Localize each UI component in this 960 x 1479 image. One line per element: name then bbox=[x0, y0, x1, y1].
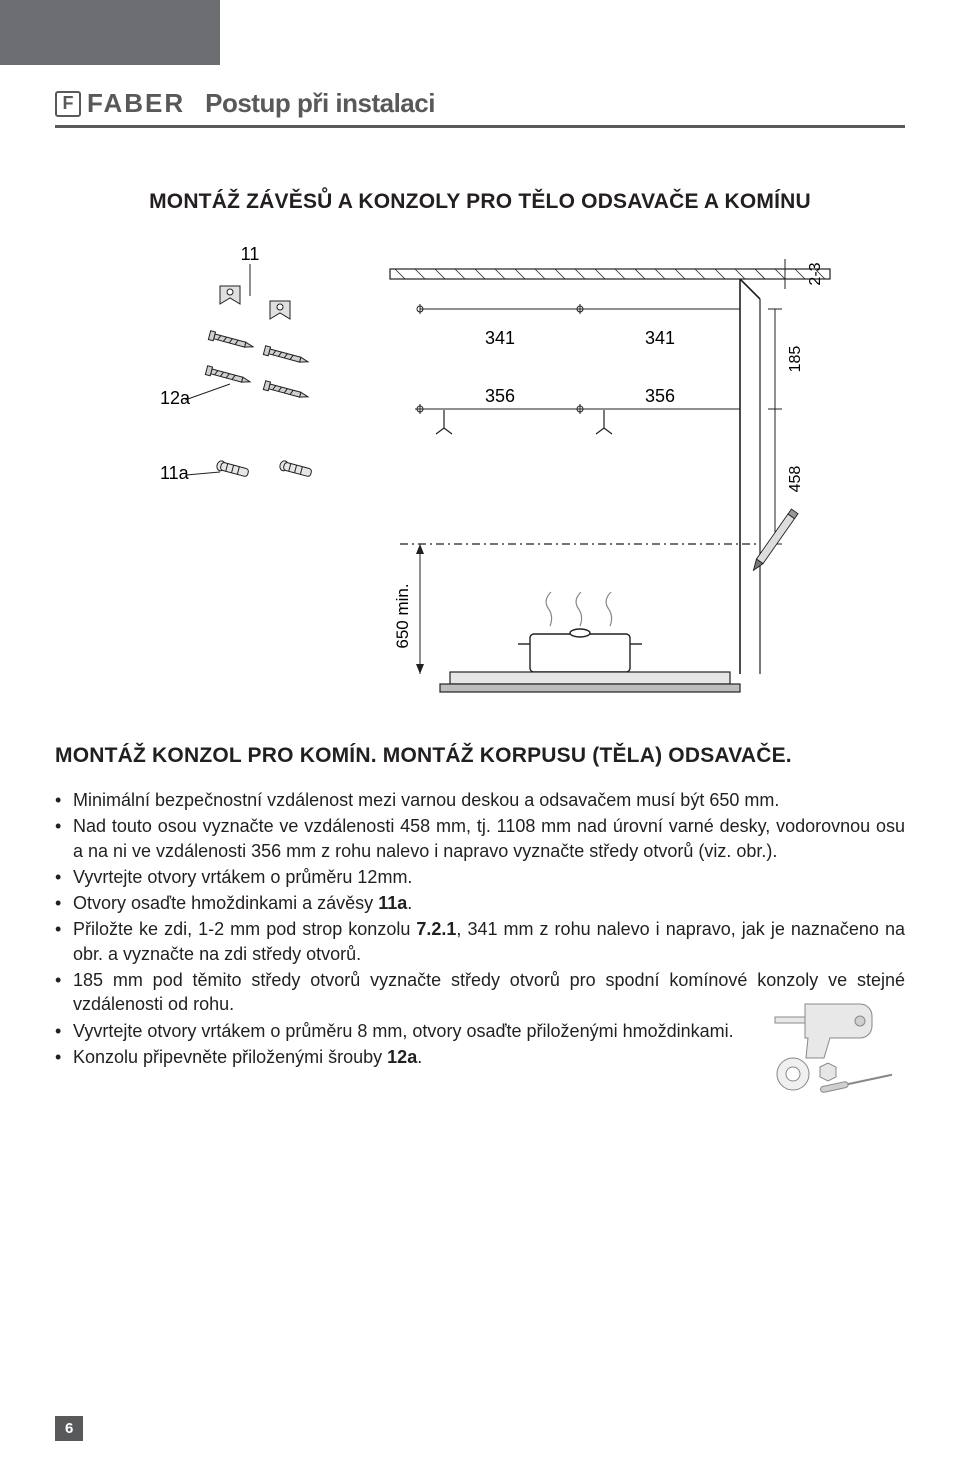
tools-illustration bbox=[765, 989, 905, 1099]
top-accent-band bbox=[0, 0, 220, 65]
svg-text:11: 11 bbox=[241, 244, 260, 264]
page-title: Postup při instalaci bbox=[205, 88, 435, 119]
bullet-block: Minimální bezpečnostní vzdálenost mezi v… bbox=[55, 788, 905, 1069]
svg-text:458: 458 bbox=[787, 466, 804, 493]
list-item: Minimální bezpečnostní vzdálenost mezi v… bbox=[73, 788, 905, 812]
svg-text:356: 356 bbox=[485, 386, 515, 406]
list-item: Vyvrtejte otvory vrtákem o průměru 12mm. bbox=[73, 865, 905, 889]
logo-mark: F bbox=[55, 91, 81, 117]
content-area: MONTÁŽ ZÁVĚSŮ A KONZOLY PRO TĚLO ODSAVAČ… bbox=[55, 160, 905, 1071]
logo-text: FABER bbox=[87, 88, 185, 119]
svg-text:2-3: 2-3 bbox=[807, 262, 824, 285]
svg-text:356: 356 bbox=[645, 386, 675, 406]
svg-text:185: 185 bbox=[787, 346, 804, 373]
svg-text:11a: 11a bbox=[160, 463, 190, 483]
svg-text:341: 341 bbox=[645, 328, 675, 348]
svg-text:12a: 12a bbox=[160, 388, 191, 408]
brand-logo: F FABER bbox=[55, 88, 185, 119]
header: F FABER Postup při instalaci bbox=[55, 88, 905, 128]
page-number: 6 bbox=[55, 1416, 83, 1441]
section1-heading: MONTÁŽ ZÁVĚSŮ A KONZOLY PRO TĚLO ODSAVAČ… bbox=[55, 190, 905, 214]
svg-text:341: 341 bbox=[485, 328, 515, 348]
list-item: Přiložte ke zdi, 1-2 mm pod strop konzol… bbox=[73, 917, 905, 966]
section2-heading: MONTÁŽ KONZOL PRO KOMÍN. MONTÁŽ KORPUSU … bbox=[55, 744, 905, 768]
list-item: Nad touto osou vyznačte ve vzdálenosti 4… bbox=[73, 814, 905, 863]
list-item: Otvory osaďte hmoždinkami a závěsy 11a. bbox=[73, 891, 905, 915]
svg-text:650 min.: 650 min. bbox=[393, 583, 412, 648]
installation-diagram: 2-3 341 341 185 356 bbox=[120, 244, 840, 714]
